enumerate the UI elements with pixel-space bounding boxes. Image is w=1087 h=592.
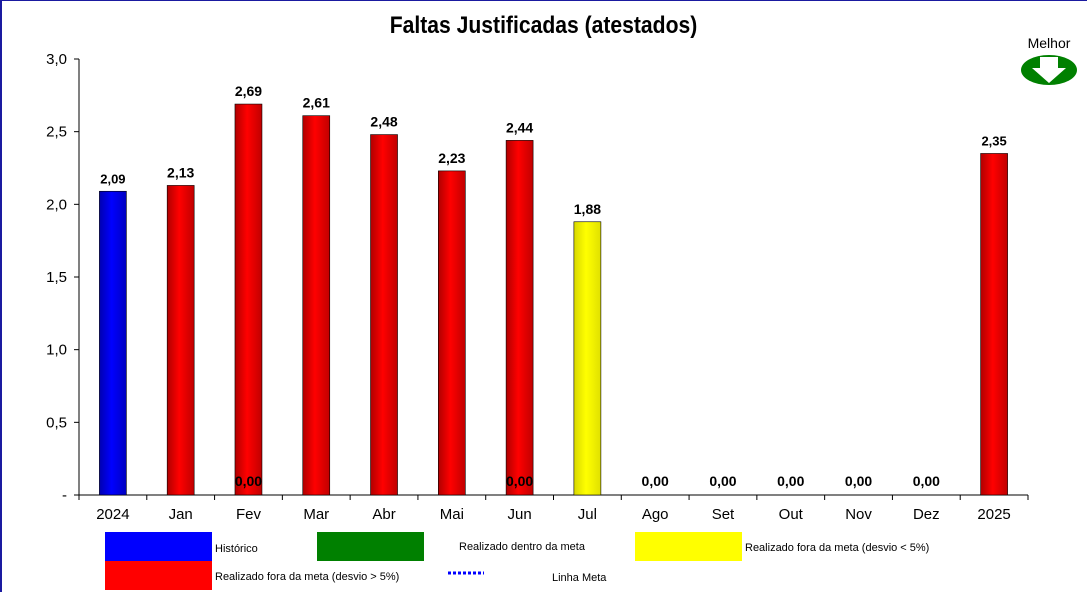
down-arrow-icon xyxy=(1021,55,1077,85)
legend-label: Histórico xyxy=(215,543,258,555)
legend-swatch xyxy=(317,532,424,561)
x-tick-label: Jan xyxy=(169,506,193,523)
legend-label: Linha Meta xyxy=(552,572,607,584)
data-label: 2,44 xyxy=(506,119,533,135)
legend-swatch xyxy=(105,532,212,561)
legend-swatch xyxy=(105,561,212,590)
data-label: 0,00 xyxy=(777,473,804,489)
data-label: 2,48 xyxy=(370,114,397,130)
bar xyxy=(166,185,195,496)
axes: - 0,5 1,0 1,5 2,0 2,5 3,0 2024 Jan Fev Mar Abr Mai Ju… xyxy=(46,51,1029,523)
overlay-data-label: 0,00 xyxy=(235,473,262,489)
x-tick-label: Jun xyxy=(508,506,532,523)
overlay-data-label: 0,00 xyxy=(506,473,533,489)
legend-label: Realizado dentro da meta xyxy=(459,541,586,553)
data-label: 2,13 xyxy=(167,164,194,180)
bar xyxy=(99,190,127,496)
better-indicator-label: Melhor xyxy=(1027,35,1071,51)
data-label: 2,35 xyxy=(981,133,1006,148)
legend-label: Realizado fora da meta (desvio > 5%) xyxy=(215,571,399,583)
bar xyxy=(370,134,398,496)
legend: Histórico Realizado dentro da meta Realiza… xyxy=(105,532,929,590)
data-labels: 2,09 2,13 2,69 2,61 2,48 2,23 2,44 1,88 0,00 0,00… xyxy=(100,83,1007,489)
y-tick-label: 3,0 xyxy=(46,51,67,68)
x-tick-label: 2024 xyxy=(96,506,129,523)
y-tick-label: 2,5 xyxy=(46,124,67,141)
data-label: 0,00 xyxy=(845,473,872,489)
x-tick-label: Abr xyxy=(372,506,395,523)
data-label: 2,09 xyxy=(100,171,125,186)
data-label: 2,23 xyxy=(438,150,465,166)
x-tick-label: Ago xyxy=(642,506,669,523)
x-tick-label: Out xyxy=(779,506,804,523)
legend-swatch xyxy=(635,532,742,561)
data-label: 0,00 xyxy=(642,473,669,489)
bars xyxy=(99,103,1008,496)
bar xyxy=(505,140,534,496)
bar xyxy=(234,103,263,496)
x-tick-label: Fev xyxy=(236,506,262,523)
x-tick-label: Nov xyxy=(845,506,872,523)
legend-label: Realizado fora da meta (desvio < 5%) xyxy=(745,542,929,554)
x-tick-label: Mai xyxy=(440,506,464,523)
x-tick-label: Mar xyxy=(303,506,329,523)
x-tick-label: Set xyxy=(712,506,735,523)
data-label: 1,88 xyxy=(574,201,601,217)
data-label: 0,00 xyxy=(709,473,736,489)
y-tick-label: 1,0 xyxy=(46,342,67,359)
x-tick-label: 2025 xyxy=(977,506,1010,523)
data-label: 0,00 xyxy=(913,473,940,489)
y-tick-label: 2,0 xyxy=(46,196,67,213)
bar xyxy=(302,115,331,496)
y-tick-label: 0,5 xyxy=(46,414,67,431)
y-tick-label: - xyxy=(62,487,67,504)
y-tick-label: 1,5 xyxy=(46,269,67,286)
data-label: 2,61 xyxy=(303,95,330,111)
x-tick-label: Jul xyxy=(578,506,597,523)
data-label: 2,69 xyxy=(235,83,262,99)
chart-title: Faltas Justificadas (atestados) xyxy=(389,12,698,39)
bar xyxy=(573,221,602,496)
bar xyxy=(980,153,1008,496)
x-tick-label: Dez xyxy=(913,506,940,523)
bar xyxy=(438,170,466,496)
